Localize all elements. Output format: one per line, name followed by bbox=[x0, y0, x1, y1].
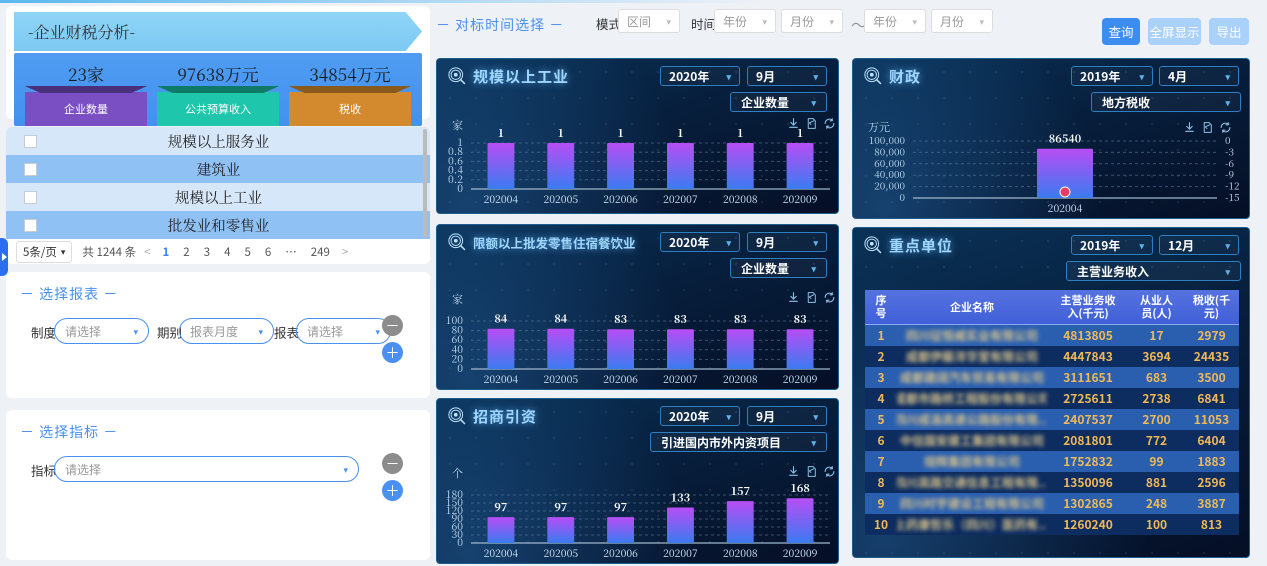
svg-text:1: 1 bbox=[498, 125, 504, 141]
svg-text:202004: 202004 bbox=[1048, 201, 1083, 216]
svg-text:202005: 202005 bbox=[543, 372, 578, 387]
svg-text:1: 1 bbox=[677, 125, 683, 141]
svg-text:1: 1 bbox=[558, 125, 564, 141]
svg-text:202007: 202007 bbox=[663, 372, 698, 387]
svg-text:202009: 202009 bbox=[783, 372, 818, 387]
svg-text:83: 83 bbox=[794, 311, 807, 327]
svg-text:1: 1 bbox=[617, 125, 623, 141]
svg-text:84: 84 bbox=[494, 311, 507, 327]
svg-text:1: 1 bbox=[737, 125, 743, 141]
svg-text:180: 180 bbox=[446, 487, 464, 502]
svg-text:100: 100 bbox=[446, 313, 464, 328]
svg-text:86540: 86540 bbox=[1049, 131, 1081, 147]
svg-text:202006: 202006 bbox=[603, 192, 638, 207]
svg-text:202008: 202008 bbox=[723, 546, 758, 561]
svg-text:97: 97 bbox=[614, 499, 627, 515]
svg-text:202005: 202005 bbox=[543, 192, 578, 207]
svg-text:100,000: 100,000 bbox=[869, 132, 905, 147]
svg-text:83: 83 bbox=[674, 311, 687, 327]
svg-text:83: 83 bbox=[614, 311, 627, 327]
svg-text:168: 168 bbox=[790, 480, 809, 496]
svg-text:1: 1 bbox=[797, 125, 803, 141]
svg-text:202006: 202006 bbox=[603, 546, 638, 561]
svg-text:0: 0 bbox=[1225, 132, 1231, 147]
svg-text:202008: 202008 bbox=[723, 372, 758, 387]
svg-text:97: 97 bbox=[494, 499, 507, 515]
svg-text:202005: 202005 bbox=[543, 546, 578, 561]
svg-text:202004: 202004 bbox=[484, 192, 519, 207]
svg-text:202007: 202007 bbox=[663, 546, 698, 561]
svg-text:84: 84 bbox=[554, 311, 567, 327]
svg-text:133: 133 bbox=[671, 490, 690, 506]
svg-text:202004: 202004 bbox=[484, 546, 519, 561]
svg-text:202009: 202009 bbox=[783, 192, 818, 207]
svg-text:202009: 202009 bbox=[783, 546, 818, 561]
svg-text:1: 1 bbox=[457, 135, 463, 150]
svg-text:202006: 202006 bbox=[603, 372, 638, 387]
svg-text:202004: 202004 bbox=[484, 372, 519, 387]
svg-text:83: 83 bbox=[734, 311, 747, 327]
svg-text:202008: 202008 bbox=[723, 192, 758, 207]
svg-text:97: 97 bbox=[554, 499, 567, 515]
svg-text:157: 157 bbox=[731, 483, 750, 499]
svg-text:202007: 202007 bbox=[663, 192, 698, 207]
